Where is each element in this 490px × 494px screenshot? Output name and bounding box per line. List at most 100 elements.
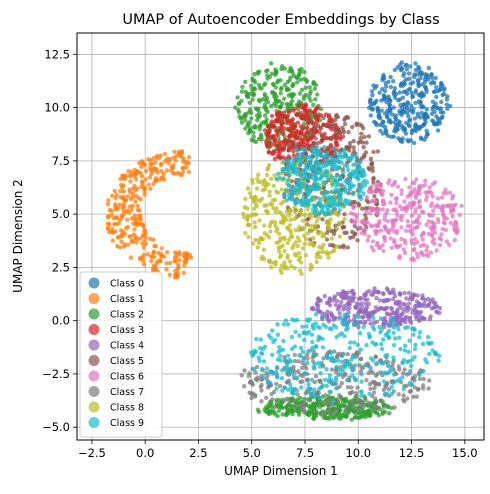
data-point — [362, 183, 367, 188]
data-point — [292, 344, 297, 349]
data-point — [112, 188, 117, 194]
legend: Class 0 Class 1 Class 2 Class 3 Class 4 Class… — [79, 271, 163, 438]
data-point — [389, 245, 394, 250]
data-point — [422, 304, 427, 309]
data-point — [264, 69, 269, 74]
data-point — [139, 179, 145, 184]
data-point — [167, 272, 173, 278]
data-point — [279, 187, 284, 192]
data-point — [398, 138, 403, 144]
legend-marker — [88, 370, 100, 382]
data-point — [243, 126, 248, 131]
data-point — [255, 407, 261, 412]
data-point — [274, 69, 279, 74]
data-point — [407, 338, 412, 343]
data-point — [431, 300, 437, 306]
data-point — [391, 79, 396, 84]
data-point — [402, 367, 407, 372]
data-point — [334, 354, 340, 360]
data-point — [257, 124, 262, 129]
data-point — [155, 170, 160, 175]
data-point — [312, 86, 317, 92]
data-point — [405, 325, 410, 330]
data-point — [436, 358, 441, 363]
data-point — [389, 218, 395, 223]
y-tick-label: 2.5 — [52, 260, 70, 274]
data-point — [443, 187, 448, 192]
data-point — [279, 376, 285, 381]
data-point — [135, 203, 140, 209]
data-point — [121, 189, 127, 194]
series-1 — [105, 149, 194, 280]
data-point — [376, 290, 381, 295]
data-point — [348, 155, 354, 161]
data-point — [266, 404, 271, 409]
data-point — [411, 332, 416, 337]
data-point — [264, 108, 269, 113]
data-point — [151, 250, 156, 256]
data-point — [302, 396, 307, 402]
data-point — [257, 110, 262, 116]
data-point — [369, 206, 375, 212]
data-point — [278, 238, 283, 243]
data-point — [345, 201, 351, 206]
data-point — [314, 160, 320, 165]
data-point — [290, 317, 295, 322]
data-point — [430, 208, 436, 213]
data-point — [265, 96, 270, 101]
data-point — [105, 226, 111, 231]
data-point — [298, 77, 304, 82]
data-point — [416, 64, 421, 70]
data-point — [317, 186, 322, 191]
data-point — [357, 363, 362, 368]
data-point — [262, 407, 267, 412]
data-point — [367, 334, 372, 339]
data-point — [361, 145, 366, 150]
data-point — [364, 209, 369, 214]
data-point — [404, 67, 410, 72]
data-point — [391, 290, 397, 296]
data-point — [301, 172, 306, 177]
data-point — [347, 364, 353, 369]
data-point — [257, 69, 262, 74]
data-point — [405, 396, 410, 401]
data-point — [334, 178, 339, 184]
data-point — [283, 318, 289, 323]
data-point — [117, 202, 122, 207]
data-point — [273, 189, 279, 194]
data-point — [317, 130, 322, 135]
data-point — [393, 116, 399, 121]
data-point — [344, 358, 350, 364]
data-point — [278, 78, 283, 83]
data-point — [444, 102, 449, 107]
data-point — [273, 85, 278, 90]
data-point — [177, 257, 182, 263]
data-point — [417, 191, 422, 196]
data-point — [289, 403, 294, 409]
data-point — [173, 259, 178, 264]
data-point — [338, 177, 343, 182]
data-point — [450, 214, 455, 219]
data-point — [401, 386, 406, 392]
data-point — [413, 303, 418, 309]
data-point — [125, 217, 130, 222]
data-point — [122, 204, 127, 209]
data-point — [430, 297, 435, 302]
data-point — [339, 359, 344, 364]
data-point — [239, 373, 244, 378]
data-point — [412, 246, 417, 252]
data-point — [401, 83, 406, 88]
data-point — [278, 383, 283, 389]
data-point — [257, 99, 262, 104]
data-point — [321, 233, 327, 239]
data-point — [176, 250, 182, 255]
data-point — [438, 80, 444, 86]
data-point — [404, 206, 410, 211]
data-point — [285, 164, 291, 169]
data-point — [304, 199, 309, 204]
data-point — [321, 192, 326, 197]
data-point — [311, 102, 316, 108]
data-point — [326, 319, 331, 324]
data-point — [333, 167, 338, 172]
data-point — [332, 159, 337, 164]
